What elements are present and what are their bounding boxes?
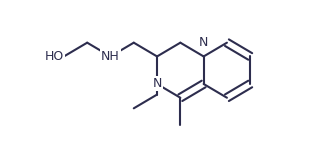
- Text: N: N: [152, 77, 162, 90]
- Text: NH: NH: [101, 50, 120, 63]
- Text: N: N: [199, 36, 208, 49]
- Text: HO: HO: [45, 50, 64, 63]
